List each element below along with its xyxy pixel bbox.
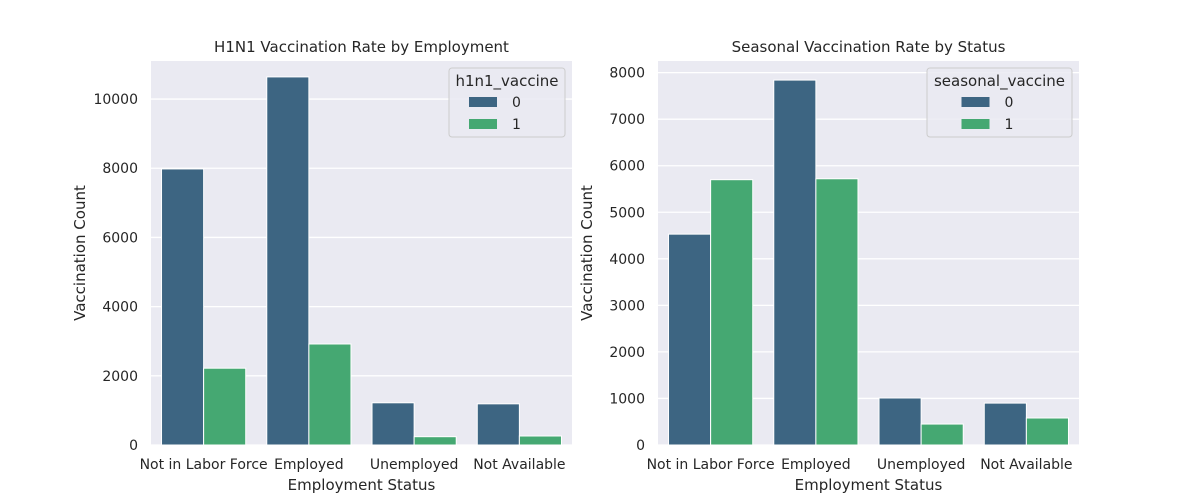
x-tick-label: Not in Labor Force bbox=[647, 457, 775, 473]
legend-title: h1n1_vaccine bbox=[455, 72, 558, 91]
y-tick-label: 6000 bbox=[609, 159, 645, 175]
bar-unemployed-series-1 bbox=[413, 436, 457, 446]
x-tick-label: Unemployed bbox=[370, 457, 459, 473]
y-tick-label: 10000 bbox=[93, 92, 138, 108]
y-tick-label: 7000 bbox=[609, 112, 645, 128]
x-axis-label: Employment Status bbox=[288, 476, 436, 494]
chart-title: H1N1 Vaccination Rate by Employment bbox=[214, 38, 509, 56]
x-axis-label: Employment Status bbox=[795, 476, 943, 494]
x-tick-label: Not Available bbox=[980, 457, 1072, 473]
bar-not-available-series-1 bbox=[518, 435, 562, 446]
y-tick-label: 4000 bbox=[609, 252, 645, 268]
x-tick-label: Not Available bbox=[473, 457, 565, 473]
y-axis-label: Vaccination Count bbox=[71, 185, 89, 321]
legend: seasonal_vaccine 0 1 bbox=[926, 67, 1073, 138]
bar-unemployed-series-0 bbox=[371, 402, 415, 446]
y-tick-label: 3000 bbox=[609, 298, 645, 314]
legend-swatch bbox=[469, 119, 497, 129]
bar-not-in-labor-force-series-1 bbox=[710, 179, 754, 446]
bar-not-available-series-0 bbox=[983, 402, 1027, 446]
x-tick-label: Employed bbox=[274, 457, 344, 473]
bar-not-in-labor-force-series-0 bbox=[668, 233, 712, 446]
bar-employed-series-0 bbox=[773, 79, 817, 446]
legend-entry-label: 0 bbox=[512, 95, 521, 111]
seasonal-chart: 0 1000 2000 3000 4000 5000 6000 7000 8000 Not in … bbox=[578, 38, 1079, 494]
bar-not-in-labor-force-series-1 bbox=[203, 367, 247, 446]
bar-unemployed-series-0 bbox=[878, 397, 922, 446]
y-tick-label: 8000 bbox=[102, 161, 138, 177]
y-tick-label: 0 bbox=[636, 438, 645, 454]
bar-not-available-series-0 bbox=[476, 403, 520, 446]
legend-swatch bbox=[469, 97, 497, 107]
legend-swatch bbox=[961, 119, 990, 129]
x-tick-label: Not in Labor Force bbox=[140, 457, 268, 473]
bar-not-available-series-1 bbox=[1025, 417, 1069, 446]
x-tick-label: Unemployed bbox=[877, 457, 966, 473]
y-tick-label: 2000 bbox=[102, 369, 138, 385]
y-tick-label: 6000 bbox=[102, 230, 138, 246]
bar-employed-series-1 bbox=[308, 343, 352, 446]
y-tick-label: 8000 bbox=[609, 66, 645, 82]
y-axis-label: Vaccination Count bbox=[578, 185, 596, 321]
bar-employed-series-1 bbox=[815, 178, 859, 446]
legend: h1n1_vaccine 0 1 bbox=[448, 67, 566, 138]
h1n1-chart: 0 2000 4000 6000 8000 10000 Not in Labor Force… bbox=[71, 38, 572, 494]
legend-title: seasonal_vaccine bbox=[934, 72, 1065, 91]
y-tick-label: 0 bbox=[129, 438, 138, 454]
legend-entry-label: 1 bbox=[1005, 117, 1014, 133]
bar-unemployed-series-1 bbox=[920, 423, 964, 446]
y-tick-label: 5000 bbox=[609, 205, 645, 221]
legend-swatch bbox=[961, 97, 990, 107]
chart-title: Seasonal Vaccination Rate by Status bbox=[732, 38, 1006, 56]
legend-entry-label: 1 bbox=[512, 117, 521, 133]
bar-not-in-labor-force-series-0 bbox=[161, 168, 205, 446]
y-tick-label: 1000 bbox=[609, 391, 645, 407]
legend-entry-label: 0 bbox=[1005, 95, 1014, 111]
y-tick-label: 2000 bbox=[609, 345, 645, 361]
x-tick-label: Employed bbox=[781, 457, 851, 473]
y-tick-label: 4000 bbox=[102, 300, 138, 316]
bar-employed-series-0 bbox=[266, 76, 310, 446]
